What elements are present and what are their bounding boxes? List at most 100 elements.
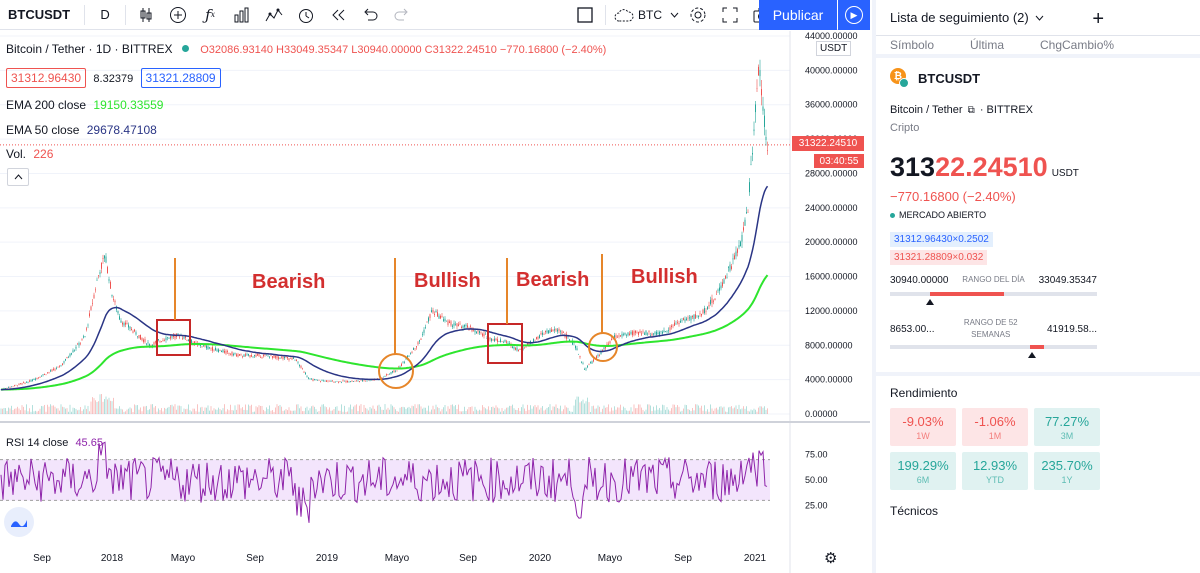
volume-bar <box>740 409 741 414</box>
axis-settings-gear-icon[interactable]: ⚙ <box>824 550 838 567</box>
volume-bar <box>605 407 606 414</box>
candle-body <box>624 332 626 335</box>
volume-bar <box>372 405 374 414</box>
performance-cell-1m[interactable]: -1.06% 1M <box>962 408 1028 446</box>
volume-bar <box>314 406 315 414</box>
candle-body <box>698 316 699 318</box>
compare-chart-icon[interactable] <box>258 0 290 30</box>
fullscreen-icon[interactable] <box>714 0 746 30</box>
performance-cell-ytd[interactable]: 12.93% YTD <box>962 452 1028 490</box>
ask-box[interactable]: 31321.28809×0.032 <box>890 250 988 265</box>
candle-body <box>563 332 564 333</box>
col-change[interactable]: ChgCambio% <box>1040 38 1115 52</box>
redo-icon[interactable] <box>386 0 418 30</box>
candle-body <box>162 340 164 342</box>
chevron-down-icon[interactable] <box>1035 15 1044 21</box>
candle-body <box>74 349 75 351</box>
performance-cell-1w[interactable]: -9.03% 1W <box>890 408 956 446</box>
volume-bar <box>542 406 543 414</box>
add-symbol-icon[interactable]: + <box>1092 8 1104 30</box>
watchlist-title[interactable]: Lista de seguimiento (2) <box>890 10 1029 25</box>
volume-bar <box>596 408 597 414</box>
volume-legend[interactable]: Vol. 226 <box>6 147 53 161</box>
candle-body <box>539 335 540 339</box>
volume-bar <box>14 408 15 414</box>
candle-body <box>734 255 735 260</box>
candle-body <box>704 308 705 314</box>
layout-icon[interactable] <box>569 0 601 30</box>
volume-bar <box>567 407 569 414</box>
performance-cell-6m[interactable]: 199.29% 6M <box>890 452 956 490</box>
ask-price-button[interactable]: 31321.28809 <box>140 68 221 88</box>
candle-body <box>366 380 368 382</box>
publish-button[interactable]: Publicar <box>759 0 837 30</box>
symbol-search-button[interactable]: BTCUSDT <box>8 7 71 22</box>
volume-bar <box>240 408 242 414</box>
detail-symbol[interactable]: BTCUSDT <box>918 70 981 86</box>
bid-box[interactable]: 31312.96430×0.2502 <box>890 232 993 247</box>
ema50-legend[interactable]: EMA 50 close 29678.47108 <box>6 123 157 137</box>
volume-bar <box>450 404 452 414</box>
volume-bar <box>759 406 761 414</box>
volume-bar <box>602 408 603 414</box>
candle-body <box>134 329 135 332</box>
templates-icon[interactable] <box>226 0 258 30</box>
compare-add-icon[interactable] <box>162 0 194 30</box>
tradingview-logo[interactable] <box>4 507 34 537</box>
interval-button[interactable]: D <box>100 7 110 22</box>
alert-icon[interactable] <box>290 0 322 30</box>
volume-bar <box>747 410 749 414</box>
undo-icon[interactable] <box>354 0 386 30</box>
candle-body <box>668 330 669 331</box>
detail-name[interactable]: Bitcoin / Tether <box>890 104 963 116</box>
performance-cell-3m[interactable]: 77.27% 3M <box>1034 408 1100 446</box>
cloud-icon[interactable] <box>610 0 638 30</box>
candle-body <box>537 336 539 339</box>
volume-bar <box>528 409 530 414</box>
candle-body <box>701 313 702 316</box>
collapse-legend-button[interactable] <box>7 168 29 186</box>
chart-area[interactable]: 44000.0000040000.0000036000.0000032000.0… <box>0 31 870 573</box>
candle-body <box>8 386 9 388</box>
candle-body <box>680 320 681 323</box>
candle-body <box>558 329 560 331</box>
candle-body <box>729 264 731 271</box>
volume-bar <box>381 409 383 414</box>
market-status: MERCADO ABIERTO <box>890 210 1186 220</box>
candles-icon[interactable] <box>130 0 162 30</box>
col-symbol[interactable]: Símbolo <box>890 38 935 52</box>
rsi-legend[interactable]: RSI 14 close 45.65 <box>6 437 103 449</box>
price-chart[interactable]: 44000.0000040000.0000036000.0000032000.0… <box>0 31 870 573</box>
candle-body <box>695 314 696 319</box>
candle-body <box>440 315 441 319</box>
candle-body <box>642 331 644 333</box>
volume-bar <box>368 410 369 414</box>
candle-body <box>498 341 500 342</box>
currency-label[interactable]: USDT <box>816 41 852 56</box>
candle-body <box>35 378 36 380</box>
time-tick-label: 2021 <box>744 553 767 564</box>
volume-bar <box>645 409 647 414</box>
rsi-tick-label: 25.00 <box>805 501 828 511</box>
candle-body <box>327 380 329 382</box>
ema200-legend[interactable]: EMA 200 close 19150.33559 <box>6 98 163 112</box>
compare-symbol-button[interactable]: BTC <box>638 7 662 22</box>
replay-icon[interactable] <box>322 0 354 30</box>
settings-gear-icon[interactable] <box>682 0 714 30</box>
bid-price-button[interactable]: 31312.96430 <box>6 68 87 88</box>
candle-body <box>648 331 650 333</box>
candle-body <box>653 333 654 335</box>
performance-cell-1y[interactable]: 235.70% 1Y <box>1034 452 1100 490</box>
chevron-down-icon[interactable] <box>666 0 682 30</box>
candle-body <box>578 354 579 355</box>
external-link-icon[interactable]: ⧉ <box>967 105 975 116</box>
volume-bar <box>425 407 426 414</box>
candle-body <box>270 354 272 356</box>
col-last[interactable]: Última <box>970 38 1005 52</box>
play-replay-button[interactable]: ▶ <box>838 0 870 30</box>
volume-bar <box>749 411 750 414</box>
candle-body <box>63 361 65 363</box>
candle-body <box>171 336 173 338</box>
candle-body <box>435 310 437 313</box>
